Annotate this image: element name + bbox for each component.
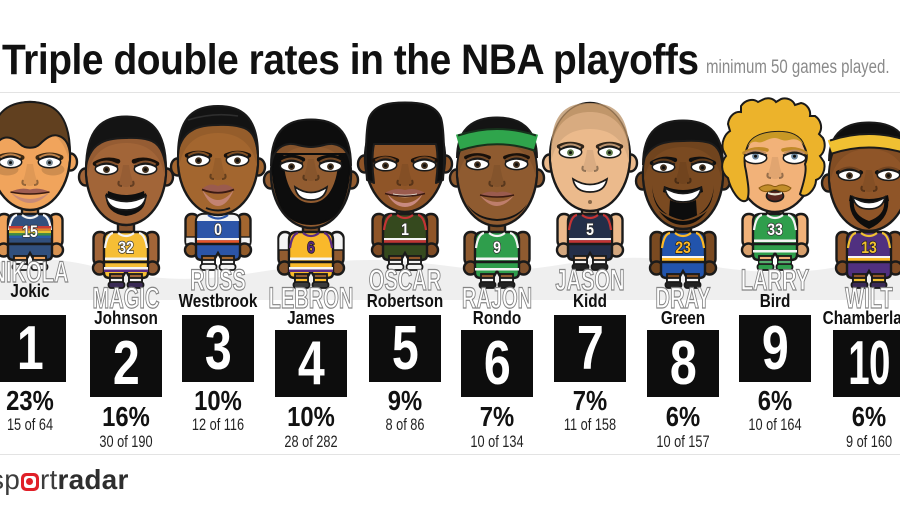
svg-text:32: 32 xyxy=(118,239,134,257)
svg-text:23: 23 xyxy=(675,239,691,257)
svg-text:33: 33 xyxy=(767,221,783,239)
svg-text:5: 5 xyxy=(586,221,594,239)
svg-text:9: 9 xyxy=(493,239,501,257)
svg-text:0: 0 xyxy=(214,221,222,239)
svg-text:13: 13 xyxy=(861,239,877,257)
svg-text:1: 1 xyxy=(401,221,409,239)
svg-text:15: 15 xyxy=(22,223,38,241)
svg-text:6: 6 xyxy=(307,239,315,257)
